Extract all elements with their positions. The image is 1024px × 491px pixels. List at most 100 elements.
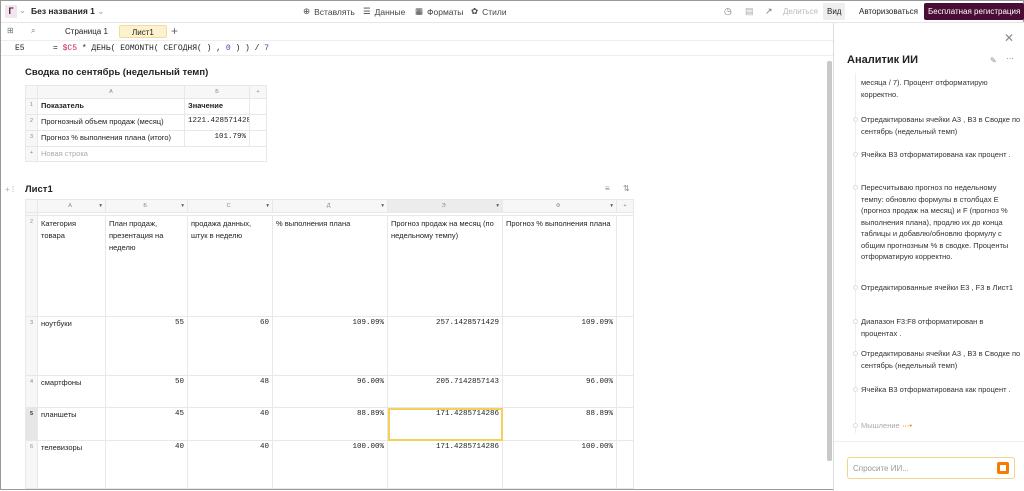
row-number[interactable]: 6 (25, 440, 38, 489)
add-tab-icon[interactable]: + (171, 24, 179, 38)
menu-data[interactable]: ☰ Данные (363, 6, 405, 17)
add-column-button[interactable]: + (616, 199, 634, 213)
cell[interactable]: 100.00% (272, 440, 388, 489)
drag-handle-icon[interactable]: + ⁞ (5, 185, 15, 194)
row-number[interactable]: 5 (25, 407, 38, 441)
formula-text[interactable]: = $C5 * ДЕНЬ( EOMONTH( СЕГОДНЯ( ) , 0 ) … (53, 41, 269, 56)
history-icon[interactable]: ◷ (724, 6, 732, 16)
filter-icon[interactable]: ≡ (605, 184, 610, 193)
row-number[interactable]: 3 (25, 316, 38, 376)
cell[interactable] (616, 375, 634, 408)
app-logo[interactable]: Г (5, 5, 17, 18)
cell[interactable]: 171.4285714286 (387, 407, 503, 441)
chevron-down-icon[interactable]: ▾ (496, 203, 499, 209)
ai-input[interactable]: Спросите ИИ... (847, 457, 1015, 479)
edit-icon[interactable]: ✎ (990, 56, 997, 65)
cell[interactable]: Показатель (37, 98, 185, 115)
cell[interactable]: 96.00% (272, 375, 388, 408)
cell[interactable]: 40 (187, 407, 273, 441)
cell[interactable]: 109.09% (502, 316, 617, 376)
login-button[interactable]: Авторизоваться (859, 7, 918, 16)
tab-sheet1[interactable]: Лист1 (119, 25, 167, 38)
cell[interactable]: ноутбуки (37, 316, 106, 376)
cell[interactable] (249, 114, 267, 131)
menu-styles[interactable]: ✿ Стили (471, 6, 507, 17)
cell[interactable]: 40 (187, 440, 273, 489)
cell[interactable]: 55 (105, 316, 188, 376)
search-icon[interactable]: ⌕ (31, 26, 36, 35)
col-header[interactable]: A ▾ (37, 199, 106, 213)
menu-insert[interactable]: ⊕ Вставлять (303, 6, 355, 17)
summary-title: Сводка по сентябрь (недельный темп) (25, 67, 209, 78)
row-number[interactable]: 4 (25, 375, 38, 408)
cell[interactable] (249, 98, 267, 115)
ai-message-text: Ячейка B3 отформатирована как процент . (861, 150, 1011, 159)
share-button[interactable]: Делиться (783, 7, 818, 16)
col-header[interactable]: Б (184, 85, 250, 99)
cell[interactable] (616, 215, 634, 317)
cell[interactable]: телевизоры (37, 440, 106, 489)
timeline-line (855, 73, 856, 433)
col-header[interactable]: Б ▾ (105, 199, 188, 213)
col-header[interactable]: A (37, 85, 185, 99)
add-column-button[interactable]: + (249, 85, 267, 99)
header-cell[interactable]: Прогноз % выполнения плана (502, 215, 617, 317)
cell[interactable] (616, 316, 634, 376)
cell[interactable]: 1221.428571428 (184, 114, 250, 131)
header-cell[interactable]: План продаж, презентация на неделю (105, 215, 188, 317)
cell[interactable]: 101.79% (184, 130, 250, 147)
cell[interactable] (616, 440, 634, 489)
cell[interactable]: Прогноз % выполнения плана (итого) (37, 130, 185, 147)
header-cell[interactable]: Категория товара (37, 215, 106, 317)
chevron-down-icon[interactable]: ▾ (381, 203, 384, 209)
header-cell[interactable]: % выполнения плана (272, 215, 388, 317)
comment-icon[interactable]: ▤ (745, 6, 754, 16)
cell[interactable]: планшеты (37, 407, 106, 441)
cell[interactable]: Прогнозный объем продаж (месяц) (37, 114, 185, 131)
cell[interactable]: 60 (187, 316, 273, 376)
cell[interactable]: 109.09% (272, 316, 388, 376)
cell[interactable]: 40 (105, 440, 188, 489)
cell[interactable] (249, 130, 267, 147)
cell[interactable]: 96.00% (502, 375, 617, 408)
cell[interactable]: 257.1428571429 (387, 316, 503, 376)
cell[interactable]: 45 (105, 407, 188, 441)
view-button[interactable]: Вид (823, 3, 846, 20)
cell[interactable]: 100.00% (502, 440, 617, 489)
col-header[interactable]: Д ▾ (272, 199, 388, 213)
ai-message-text: Отредактированные ячейки E3 , F3 в Лист1 (861, 283, 1014, 292)
cell[interactable]: 171.4285714286 (387, 440, 503, 489)
tab-page-1[interactable]: Страница 1 (65, 27, 108, 36)
close-icon[interactable]: ✕ (1004, 31, 1015, 45)
plus-circle-icon: ⊕ (303, 6, 311, 16)
formula-bar[interactable]: E5 = $C5 * ДЕНЬ( EOMONTH( СЕГОДНЯ( ) , 0… (1, 41, 833, 56)
cell[interactable]: 205.7142857143 (387, 375, 503, 408)
trend-icon[interactable]: ↗ (765, 6, 773, 16)
sort-icon[interactable]: ⇅ (623, 184, 630, 193)
header-cell[interactable]: продажа данных, штук в неделю (187, 215, 273, 317)
cell[interactable]: 88.89% (502, 407, 617, 441)
chevron-down-icon[interactable]: ▾ (181, 203, 184, 209)
header-cell[interactable]: Прогноз продаж на месяц (по недельному т… (387, 215, 503, 317)
cell[interactable] (616, 407, 634, 441)
chevron-down-icon[interactable]: ▾ (99, 203, 102, 209)
more-icon[interactable]: ⋯ (1006, 54, 1014, 63)
stop-button[interactable] (997, 462, 1009, 474)
col-header[interactable]: C ▾ (187, 199, 273, 213)
cell[interactable]: 88.89% (272, 407, 388, 441)
cell[interactable]: 50 (105, 375, 188, 408)
cell[interactable]: смартфоны (37, 375, 106, 408)
chevron-down-icon[interactable]: ⌄ (19, 6, 26, 15)
new-row-button[interactable]: Новая строка (37, 146, 267, 162)
col-header[interactable]: Э ▾ (387, 199, 503, 213)
vertical-scrollbar[interactable] (827, 61, 832, 461)
chevron-down-icon[interactable]: ▾ (266, 203, 269, 209)
chevron-down-icon[interactable]: ▾ (610, 203, 613, 209)
register-button[interactable]: Бесплатная регистрация (924, 3, 1024, 20)
cell[interactable]: Значение (184, 98, 250, 115)
col-header[interactable]: Ф ▾ (502, 199, 617, 213)
sidebar-toggle-icon[interactable]: ⊞ (7, 26, 14, 35)
menu-formats[interactable]: ▦ Форматы (415, 6, 463, 17)
document-title[interactable]: Без названия 1 ⌄ (31, 6, 104, 17)
cell[interactable]: 48 (187, 375, 273, 408)
